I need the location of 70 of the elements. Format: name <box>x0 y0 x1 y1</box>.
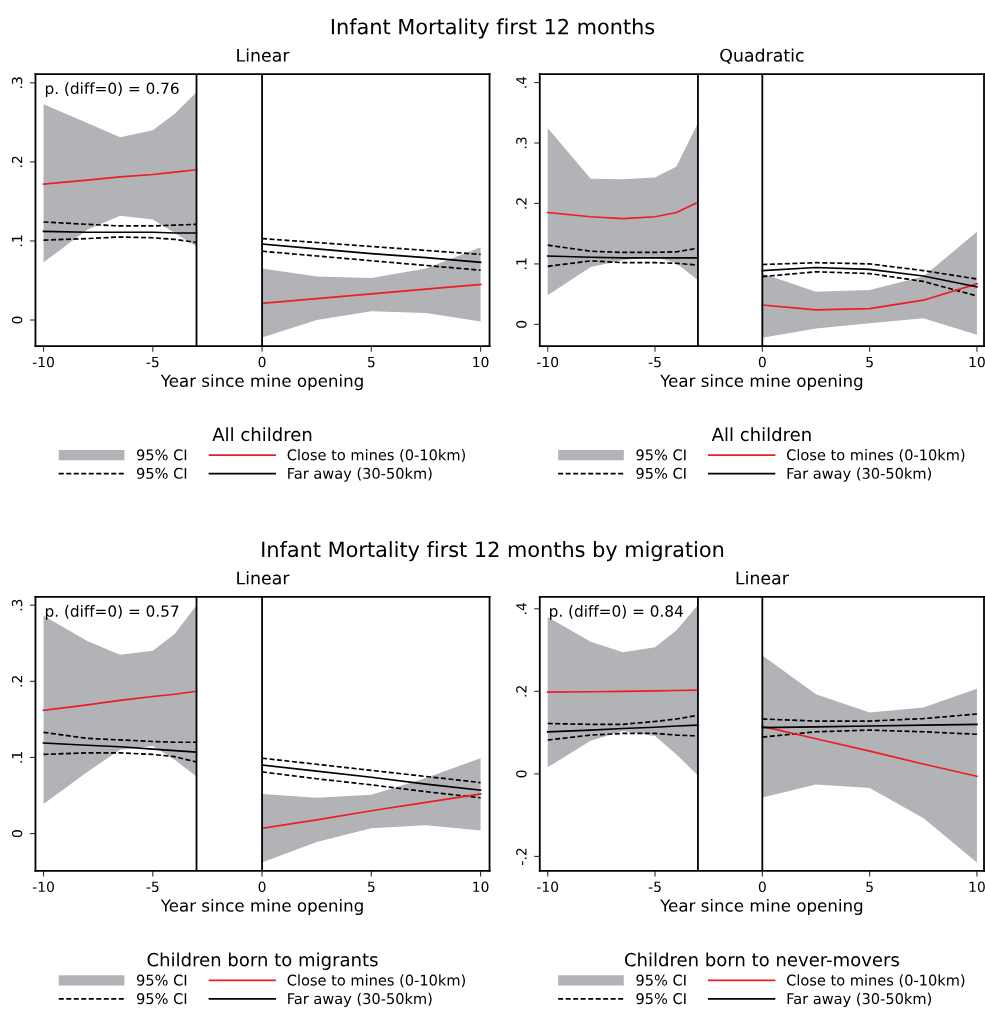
y-tick-label: 0 <box>11 316 23 324</box>
x-tick-label: 0 <box>758 881 766 893</box>
legend-title: Children born to migrants <box>147 952 378 970</box>
x-tick-label: -10 <box>537 356 559 368</box>
x-tick-label: -5 <box>146 881 159 893</box>
legend-label: 95% CI <box>636 974 686 986</box>
x-axis-title: Year since mine opening <box>160 898 363 916</box>
legend-title: All children <box>711 427 811 442</box>
x-axis-title: Year since mine opening <box>660 898 863 916</box>
legend-label: Far away (30-50km) <box>787 992 931 1007</box>
x-tick-label: -10 <box>32 881 54 893</box>
y-tick-label: .3 <box>516 137 527 149</box>
chart-title: Infant Mortality first 12 months <box>331 18 655 39</box>
y-tick-label: .2 <box>516 198 527 209</box>
x-tick-label: 5 <box>367 356 375 368</box>
x-tick-label: -5 <box>648 881 661 893</box>
x-axis-title: Year since mine opening <box>660 374 863 391</box>
x-tick-label: 10 <box>473 881 489 893</box>
legend-label: 95% CI <box>636 993 686 1005</box>
annotation: p. (diff=0) = 0.76 <box>45 82 179 98</box>
legend-label: 95% CI <box>136 467 187 479</box>
legend-label: Close to mines (0-10km) <box>287 449 465 463</box>
annotation: p. (diff=0) = 0.84 <box>550 605 683 620</box>
y-tick-label: -.2 <box>516 848 527 865</box>
y-tick-label: .2 <box>11 156 23 168</box>
x-tick-label: -5 <box>648 356 661 368</box>
chart-title: Infant Mortality first 12 months by migration <box>262 541 724 562</box>
y-tick-label: .1 <box>12 752 23 763</box>
x-tick-label: 0 <box>258 356 266 368</box>
x-tick-label: -10 <box>32 356 54 368</box>
x-tick-label: 10 <box>969 881 985 893</box>
x-tick-label: 10 <box>969 356 985 368</box>
x-tick-label: -5 <box>146 356 159 368</box>
legend-label: 95% CI <box>636 449 686 461</box>
legend-title: Children born to never-movers <box>624 952 899 967</box>
x-tick-label: 0 <box>258 881 266 893</box>
y-tick-label: .4 <box>516 602 527 614</box>
chart-subtitle: Linear <box>736 571 789 585</box>
legend-label: Far away (30-50km) <box>787 467 931 482</box>
legend-label: 95% CI <box>136 449 187 461</box>
chart-subtitle: Linear <box>237 48 290 62</box>
legend-label: Close to mines (0-10km) <box>786 449 965 463</box>
legend-label: Far away (30-50km) <box>288 467 432 482</box>
legend-label: Close to mines (0-10km) <box>287 974 465 988</box>
y-tick-label: 0 <box>516 320 527 328</box>
y-tick-label: .2 <box>516 686 527 697</box>
y-tick-label: .3 <box>11 77 23 88</box>
y-tick-label: 0 <box>516 770 527 778</box>
legend-label: Close to mines (0-10km) <box>786 974 965 988</box>
y-tick-label: .4 <box>516 76 527 88</box>
x-tick-label: 10 <box>473 356 489 368</box>
y-tick-label: .1 <box>12 235 23 247</box>
x-tick-label: -10 <box>537 881 559 893</box>
chart-subtitle: Linear <box>237 571 290 585</box>
y-tick-label: .2 <box>11 676 23 687</box>
legend-label: 95% CI <box>136 993 187 1005</box>
legend-label: 95% CI <box>136 974 187 986</box>
x-tick-label: 0 <box>758 356 766 368</box>
y-tick-label: .1 <box>516 258 527 270</box>
annotation: p. (diff=0) = 0.57 <box>45 605 179 620</box>
chart-subtitle: Quadratic <box>720 48 804 64</box>
y-tick-label: .3 <box>11 599 23 611</box>
legend-title: All children <box>212 427 312 442</box>
x-tick-label: 5 <box>866 881 873 893</box>
x-axis-title: Year since mine opening <box>160 374 363 391</box>
y-tick-label: 0 <box>11 830 23 838</box>
legend-label: Far away (30-50km) <box>288 992 432 1007</box>
x-tick-label: 5 <box>866 356 873 368</box>
x-tick-label: 5 <box>367 881 375 893</box>
legend-label: 95% CI <box>636 467 686 479</box>
